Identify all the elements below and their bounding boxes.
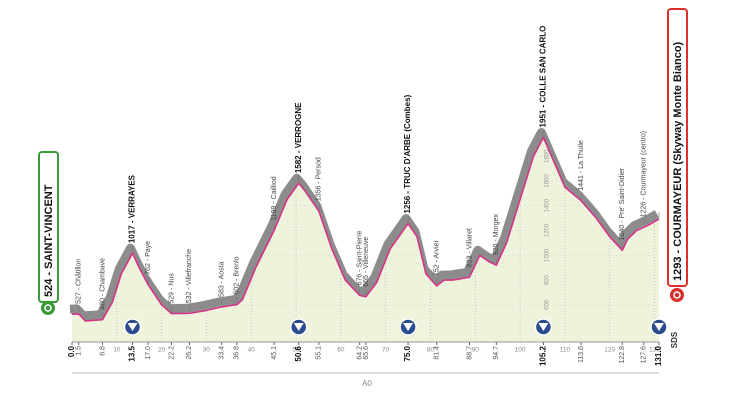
y-tick-label: 1400 xyxy=(545,198,551,212)
area-fill xyxy=(72,137,659,342)
x-tick-label: 90 xyxy=(472,347,480,354)
segment-label: A0 xyxy=(362,379,372,388)
km-label: 17.0 xyxy=(145,346,152,360)
x-tick-label: 20 xyxy=(158,347,166,354)
km-label: 45.1 xyxy=(271,346,278,360)
climb-marker-arrow xyxy=(293,323,304,331)
waypoint-label: 1441 - La Thuile xyxy=(578,140,585,191)
waypoint-label: 1226 - Courmayeur (centro) xyxy=(641,131,648,217)
km-label: 127.6 xyxy=(641,346,648,364)
start-label: 524 - SAINT-VINCENT xyxy=(43,184,55,297)
y-tick-label: 1800 xyxy=(545,149,551,163)
km-label: 75.0 xyxy=(403,345,412,361)
x-tick-label: 130 xyxy=(649,347,660,354)
climb-marker-arrow xyxy=(127,323,138,331)
x-tick-label: 110 xyxy=(560,347,571,354)
climb-marker-arrow xyxy=(403,323,414,331)
climb-marker-arrow xyxy=(538,323,549,331)
km-label: 1.5 xyxy=(76,346,83,356)
waypoint-label: 1040 - Pre' Saint-Didier xyxy=(619,167,626,240)
waypoint-label: 480 - Chambave xyxy=(99,258,106,310)
km-label: 22.2 xyxy=(168,346,175,360)
x-tick-label: 100 xyxy=(515,347,526,354)
waypoint-label: 752 - Arvier xyxy=(434,240,441,276)
y-tick-label: 1600 xyxy=(545,174,551,188)
waypoint-label: 1017 - VERRAYES xyxy=(128,174,137,243)
km-label: 55.1 xyxy=(316,346,323,360)
km-label: 113.6 xyxy=(578,346,585,363)
waypoint-label: 1256 - TRUC D'ARBE (Combes) xyxy=(403,94,412,213)
x-tick-label: 30 xyxy=(203,347,211,354)
finish-icon-mark xyxy=(673,291,681,299)
km-label: 6.8 xyxy=(99,346,106,356)
waypoint-label: 762 - Paye xyxy=(145,241,152,275)
y-tick-label: 1000 xyxy=(545,248,551,262)
logo-text: SDS xyxy=(670,331,679,348)
waypoint-label: 665 - Villeneuve xyxy=(363,237,370,287)
waypoint-label: 532 - Villefranche xyxy=(186,249,193,303)
waypoint-label: 602 - Brenlo xyxy=(234,256,241,294)
km-label: 26.2 xyxy=(186,346,193,360)
km-label: 0.0 xyxy=(67,345,76,357)
km-label: 64.2 xyxy=(357,346,364,360)
y-tick-label: 800 xyxy=(545,274,551,285)
x-tick-label: 50 xyxy=(292,347,300,354)
waypoint-label: 1199 - Cailliod xyxy=(271,176,278,220)
waypoint-label: 1951 - COLLE SAN CARLO xyxy=(539,26,548,128)
profile-line xyxy=(71,136,660,322)
x-tick-label: 70 xyxy=(382,347,390,354)
start-icon-mark xyxy=(44,304,52,312)
waypoint-label: 529 - Nus xyxy=(168,273,175,304)
waypoint-label: 1582 - VERROGNE xyxy=(294,102,303,173)
km-label: 131.0 xyxy=(654,345,663,366)
km-label: 65.6 xyxy=(363,346,370,360)
y-tick-label: 600 xyxy=(545,299,551,310)
x-tick-label: 120 xyxy=(604,347,615,354)
relief-band xyxy=(69,128,660,321)
waypoint-label: 920 - Morgex xyxy=(493,213,500,255)
km-label: 94.7 xyxy=(493,346,500,360)
waypoint-label: 583 - Aosta xyxy=(219,261,226,297)
km-label: 36.8 xyxy=(234,346,241,360)
km-label: 88.7 xyxy=(466,346,473,360)
km-label: 122.8 xyxy=(619,346,626,364)
km-label: 81.4 xyxy=(434,346,441,360)
waypoint-label: 823 - Villaret xyxy=(466,228,473,267)
waypoint-label: 527 - Châtillon xyxy=(76,259,83,304)
x-tick-label: 40 xyxy=(248,347,256,354)
finish-icon xyxy=(670,288,684,302)
finish-box xyxy=(667,8,688,287)
km-label: 13.5 xyxy=(128,345,137,361)
start-icon xyxy=(41,301,55,315)
climb-marker-arrow xyxy=(654,323,664,331)
y-tick-label: 1200 xyxy=(545,223,551,237)
x-tick-label: 60 xyxy=(337,347,345,354)
waypoint-label: 1356 - Persod xyxy=(316,157,323,201)
km-label: 50.6 xyxy=(294,345,303,361)
km-label: 33.4 xyxy=(219,346,226,360)
x-tick-label: 10 xyxy=(113,347,121,354)
x-tick-label: 80 xyxy=(427,347,435,354)
finish-label: 1293 - COURMAYEUR (Skyway Monte Bianco) xyxy=(672,41,684,281)
waypoint-label: 676 - Saint-Pierre xyxy=(357,230,364,285)
km-label: 105.2 xyxy=(539,345,548,366)
